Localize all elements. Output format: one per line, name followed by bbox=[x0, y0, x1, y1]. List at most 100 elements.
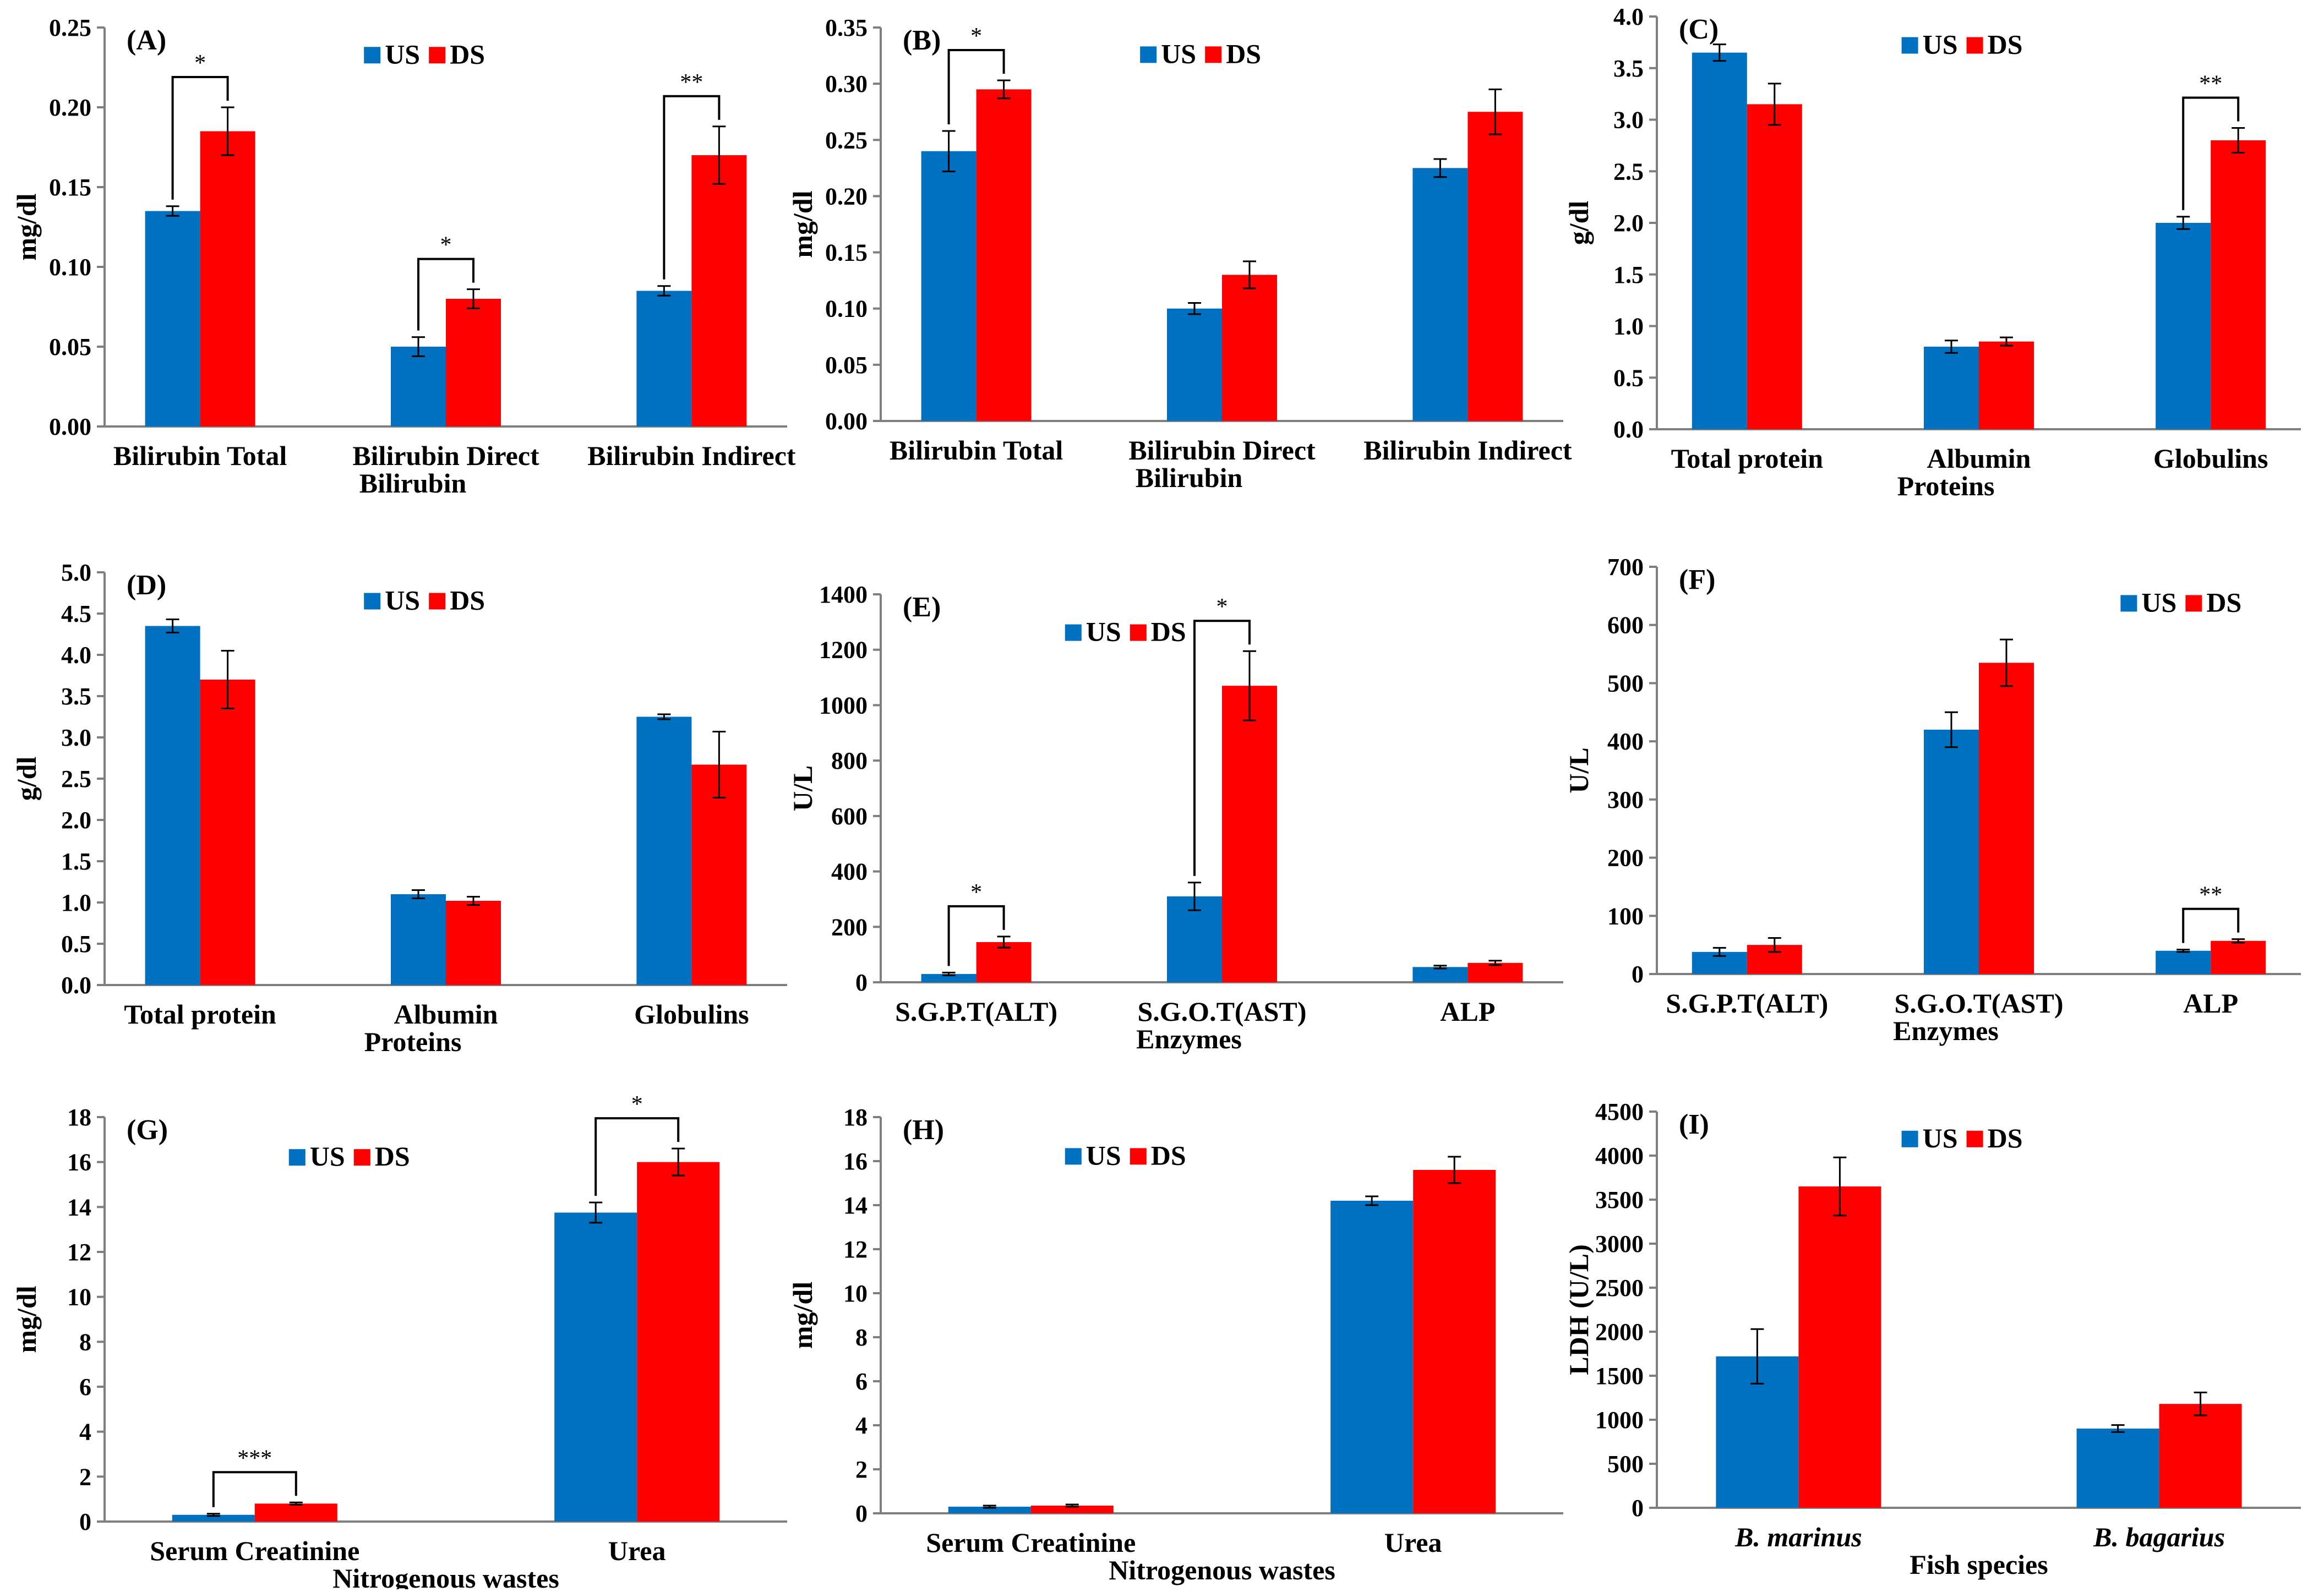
legend-swatch-ds bbox=[429, 593, 446, 610]
significance-bracket bbox=[947, 49, 1005, 124]
legend-label-us: US bbox=[310, 1141, 345, 1172]
legend-label-us: US bbox=[1923, 1123, 1958, 1153]
y-tick-label: 5.0 bbox=[61, 559, 91, 586]
y-tick-label: 14 bbox=[843, 1192, 868, 1219]
bar-ds-1 bbox=[1222, 686, 1277, 982]
bar-ds-1 bbox=[446, 901, 501, 985]
y-tick-label: 400 bbox=[831, 858, 868, 885]
y-tick-label: 1400 bbox=[819, 581, 868, 608]
y-tick-label: 400 bbox=[1607, 728, 1644, 755]
y-tick-label: 16 bbox=[67, 1149, 91, 1176]
y-tick-label: 16 bbox=[843, 1148, 868, 1175]
panel-label: (F) bbox=[1679, 564, 1715, 595]
y-tick-label: 2500 bbox=[1595, 1274, 1644, 1301]
legend-swatch-ds bbox=[1130, 1148, 1147, 1165]
bar-us-0 bbox=[145, 211, 200, 426]
legend: US DS bbox=[1065, 616, 1186, 647]
y-tick-label: 0 bbox=[855, 1500, 868, 1527]
bar-ds-2 bbox=[691, 764, 747, 985]
y-tick-label: 6 bbox=[855, 1368, 868, 1395]
bar-ds-0 bbox=[1798, 1186, 1881, 1508]
bar-us-1 bbox=[554, 1212, 637, 1522]
legend-swatch-ds bbox=[353, 1149, 370, 1166]
legend-label-us: US bbox=[385, 39, 420, 69]
bar-ds-1 bbox=[1222, 275, 1277, 421]
y-tick-label: 0.10 bbox=[49, 254, 91, 281]
y-tick-label: 0.25 bbox=[825, 127, 868, 154]
bar-ds-0 bbox=[254, 1503, 337, 1522]
y-tick-label: 0.20 bbox=[825, 183, 868, 210]
legend: US DS bbox=[1140, 38, 1261, 69]
chart-panel-6: 0 100 200 300 400 500 600 700 U/L (F) ** S.G.P.T(AL… bbox=[1563, 554, 2301, 1046]
y-tick-label: 4 bbox=[855, 1412, 868, 1439]
axis-group-label: Enzymes bbox=[1893, 1015, 1999, 1046]
category-label: Albumin bbox=[394, 999, 498, 1030]
y-tick-label: 4.0 bbox=[1613, 3, 1644, 30]
legend-label-us: US bbox=[1161, 38, 1196, 69]
y-tick-label: 4500 bbox=[1595, 1098, 1644, 1125]
y-axis-label: U/L bbox=[787, 765, 818, 811]
legend: US DS bbox=[364, 39, 485, 69]
significance-label: * bbox=[970, 24, 982, 49]
legend-label-us: US bbox=[2141, 587, 2176, 617]
x-group-label: Nitrogenous wastes bbox=[332, 1563, 559, 1589]
legend-swatch-us bbox=[364, 47, 381, 64]
significance-bracket bbox=[947, 905, 1005, 966]
y-axis-label: mg/dl bbox=[787, 190, 818, 258]
y-tick-label: 12 bbox=[843, 1236, 868, 1263]
legend-swatch-ds bbox=[1205, 46, 1222, 63]
y-tick-label: 4 bbox=[79, 1419, 91, 1446]
y-tick-label: 3.5 bbox=[1613, 55, 1644, 82]
panel-label: (B) bbox=[903, 25, 941, 56]
legend-label-ds: DS bbox=[2206, 587, 2241, 617]
bar-ds-0 bbox=[976, 942, 1032, 982]
category-label: Serum Creatinine bbox=[150, 1535, 359, 1566]
bar-ds-1 bbox=[1413, 1170, 1496, 1513]
bar-ds-1 bbox=[637, 1162, 720, 1522]
category-label: S.G.O.T(AST) bbox=[1137, 996, 1306, 1027]
bar-us-2 bbox=[1412, 967, 1468, 982]
y-tick-label: 0.0 bbox=[61, 972, 91, 999]
significance-label: * bbox=[970, 880, 982, 905]
panel-label: (G) bbox=[127, 1114, 168, 1146]
chart-panel-5: 0 200 400 600 800 1000 1200 1400 U/L (E) * * S.G.P.T… bbox=[787, 581, 1563, 1054]
x-axis-label: Fish species bbox=[1910, 1549, 2048, 1580]
y-tick-label: 2.0 bbox=[61, 807, 91, 834]
legend-swatch-ds bbox=[1130, 624, 1147, 641]
panel-label: (E) bbox=[903, 592, 941, 623]
significance-label: * bbox=[631, 1092, 643, 1117]
bar-ds-1 bbox=[446, 299, 501, 426]
y-tick-label: 0.10 bbox=[825, 296, 868, 322]
category-label: B. bagarius bbox=[2093, 1522, 2225, 1552]
legend: US DS bbox=[2120, 587, 2241, 617]
chart-panel-3: 0.0 0.5 1.0 1.5 2.0 2.5 3.0 3.5 4.0 g/dl (C) ** Tota… bbox=[1563, 3, 2301, 501]
y-tick-label: 200 bbox=[831, 913, 868, 940]
category-label: Bilirubin Indirect bbox=[587, 440, 796, 471]
category-label: S.G.P.T(ALT) bbox=[895, 996, 1057, 1027]
y-tick-label: 3500 bbox=[1595, 1186, 1644, 1213]
legend-swatch-ds bbox=[1966, 1130, 1983, 1147]
bar-us-0 bbox=[921, 973, 976, 982]
y-axis-label: mg/dl bbox=[787, 1282, 818, 1349]
legend-swatch-ds bbox=[2185, 595, 2202, 612]
bar-us-2 bbox=[636, 716, 692, 985]
legend: US DS bbox=[288, 1141, 410, 1172]
significance-bracket bbox=[2182, 907, 2240, 943]
y-tick-label: 200 bbox=[1607, 845, 1644, 872]
bar-ds-2 bbox=[691, 155, 747, 426]
legend-label-ds: DS bbox=[1151, 616, 1186, 647]
bar-us-1 bbox=[391, 347, 446, 426]
panel-label: (C) bbox=[1679, 14, 1719, 45]
legend-swatch-us bbox=[2120, 595, 2137, 612]
bar-ds-1 bbox=[2159, 1404, 2242, 1508]
legend-label-ds: DS bbox=[450, 39, 485, 69]
category-label: ALP bbox=[1440, 996, 1495, 1027]
y-tick-label: 0.5 bbox=[61, 931, 91, 958]
significance-label: ** bbox=[680, 70, 703, 95]
bar-us-1 bbox=[1924, 730, 1979, 974]
legend-swatch-us bbox=[1901, 1130, 1918, 1147]
category-label: Globulins bbox=[634, 999, 749, 1030]
panel-label: (I) bbox=[1679, 1109, 1709, 1140]
y-tick-label: 0.35 bbox=[825, 14, 868, 41]
bar-us-0 bbox=[1692, 52, 1747, 429]
